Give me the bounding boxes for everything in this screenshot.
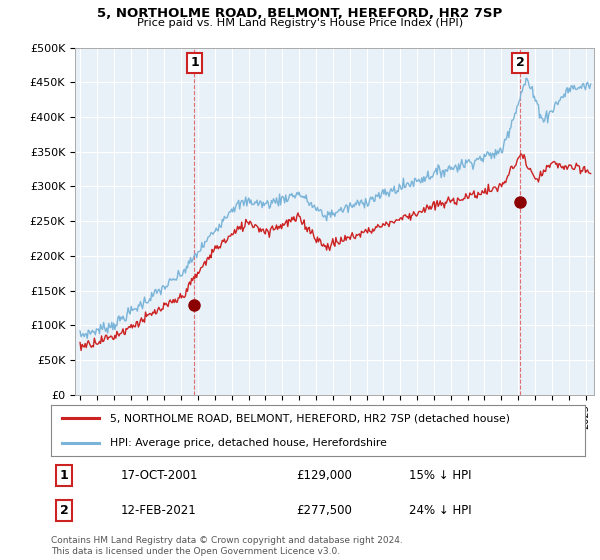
Text: 12-FEB-2021: 12-FEB-2021 xyxy=(121,504,196,517)
Text: 5, NORTHOLME ROAD, BELMONT, HEREFORD, HR2 7SP (detached house): 5, NORTHOLME ROAD, BELMONT, HEREFORD, HR… xyxy=(110,413,510,423)
Text: £129,000: £129,000 xyxy=(296,469,353,482)
Text: 2: 2 xyxy=(516,57,524,69)
Text: £277,500: £277,500 xyxy=(296,504,353,517)
Text: HPI: Average price, detached house, Herefordshire: HPI: Average price, detached house, Here… xyxy=(110,438,386,448)
Text: Price paid vs. HM Land Registry's House Price Index (HPI): Price paid vs. HM Land Registry's House … xyxy=(137,18,463,29)
Text: Contains HM Land Registry data © Crown copyright and database right 2024.
This d: Contains HM Land Registry data © Crown c… xyxy=(51,536,403,556)
Text: 17-OCT-2001: 17-OCT-2001 xyxy=(121,469,198,482)
Text: 1: 1 xyxy=(60,469,69,482)
Text: 1: 1 xyxy=(190,57,199,69)
Text: 24% ↓ HPI: 24% ↓ HPI xyxy=(409,504,472,517)
Text: 5, NORTHOLME ROAD, BELMONT, HEREFORD, HR2 7SP: 5, NORTHOLME ROAD, BELMONT, HEREFORD, HR… xyxy=(97,7,503,20)
Text: 15% ↓ HPI: 15% ↓ HPI xyxy=(409,469,471,482)
Text: 2: 2 xyxy=(60,504,69,517)
